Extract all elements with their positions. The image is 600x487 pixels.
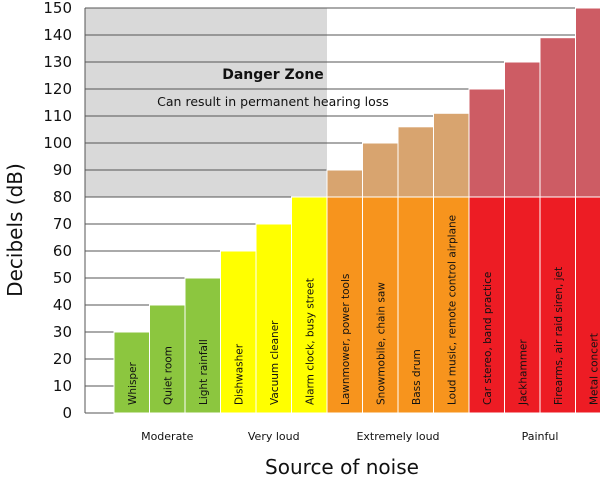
bar-label: Alarm clock, busy street <box>304 278 316 405</box>
bar <box>291 196 328 414</box>
bar-upper <box>362 142 399 198</box>
bar <box>433 196 470 414</box>
y-tick-label: 80 <box>53 188 72 206</box>
bar-upper <box>468 88 505 198</box>
bar-label: Vacuum cleaner <box>269 320 281 405</box>
y-tick-label: 0 <box>62 404 72 422</box>
bar-upper <box>539 37 576 198</box>
bar-upper <box>504 61 541 198</box>
y-tick-label: 20 <box>53 350 72 368</box>
bar <box>468 196 505 414</box>
y-tick-label: 10 <box>53 377 72 395</box>
bar <box>255 223 292 414</box>
group-label: Extremely loud <box>356 430 439 443</box>
bar-label: Whisper <box>127 361 139 405</box>
bar-label: Bass drum <box>411 349 423 405</box>
y-tick-label: 140 <box>43 26 72 44</box>
bar-label: Metal concert <box>588 333 600 405</box>
danger-zone-title: Danger Zone <box>222 67 324 83</box>
bar-upper <box>397 126 434 198</box>
y-axis-label: Decibels (dB) <box>3 163 27 297</box>
y-tick-label: 30 <box>53 323 72 341</box>
bar <box>326 196 363 414</box>
bar-label: Lawnmower, power tools <box>340 274 352 405</box>
y-tick-label: 90 <box>53 161 72 179</box>
y-axis-ticks: 0 10 20 30 40 50 60 70 80 90 100 110 120 130 140 150 <box>43 0 72 422</box>
group-labels: Moderate Very loud Extremely loud Painful <box>141 430 558 443</box>
y-tick-label: 50 <box>53 269 72 287</box>
grid-lines <box>84 7 600 414</box>
bar-label: Snowmobile, chain saw <box>375 282 387 405</box>
y-tick-label: 120 <box>43 80 72 98</box>
x-axis-label: Source of noise <box>265 455 419 479</box>
bar-label: Light rainfall <box>198 339 210 405</box>
bar-label: Loud music, remote control airplane <box>446 215 458 405</box>
bar-upper <box>433 112 470 198</box>
group-label: Moderate <box>141 430 194 443</box>
bar-label: Dishwasher <box>233 343 245 405</box>
group-label: Painful <box>522 430 559 443</box>
bar-upper <box>326 169 363 198</box>
group-label: Very loud <box>248 430 300 443</box>
bar-label: Firearms, air raid siren, jet <box>553 267 565 405</box>
y-tick-label: 130 <box>43 53 72 71</box>
bars: Whisper Quiet room Light rainfall Dishwashe… <box>113 7 600 414</box>
bar <box>220 250 257 414</box>
bar-label: Quiet room <box>162 346 174 405</box>
y-tick-label: 150 <box>43 0 72 17</box>
y-tick-label: 40 <box>53 296 72 314</box>
bar <box>397 196 434 414</box>
bar-upper <box>575 7 600 198</box>
y-tick-label: 60 <box>53 242 72 260</box>
bar-label: Car stereo, band practice <box>482 272 494 405</box>
bar <box>149 304 186 414</box>
danger-zone-subtitle: Can result in permanent hearing loss <box>157 94 389 109</box>
y-tick-label: 110 <box>43 107 72 125</box>
y-tick-label: 100 <box>43 134 72 152</box>
bar <box>575 196 600 414</box>
bar-label: Jackhammer <box>517 339 529 406</box>
y-tick-label: 70 <box>53 215 72 233</box>
